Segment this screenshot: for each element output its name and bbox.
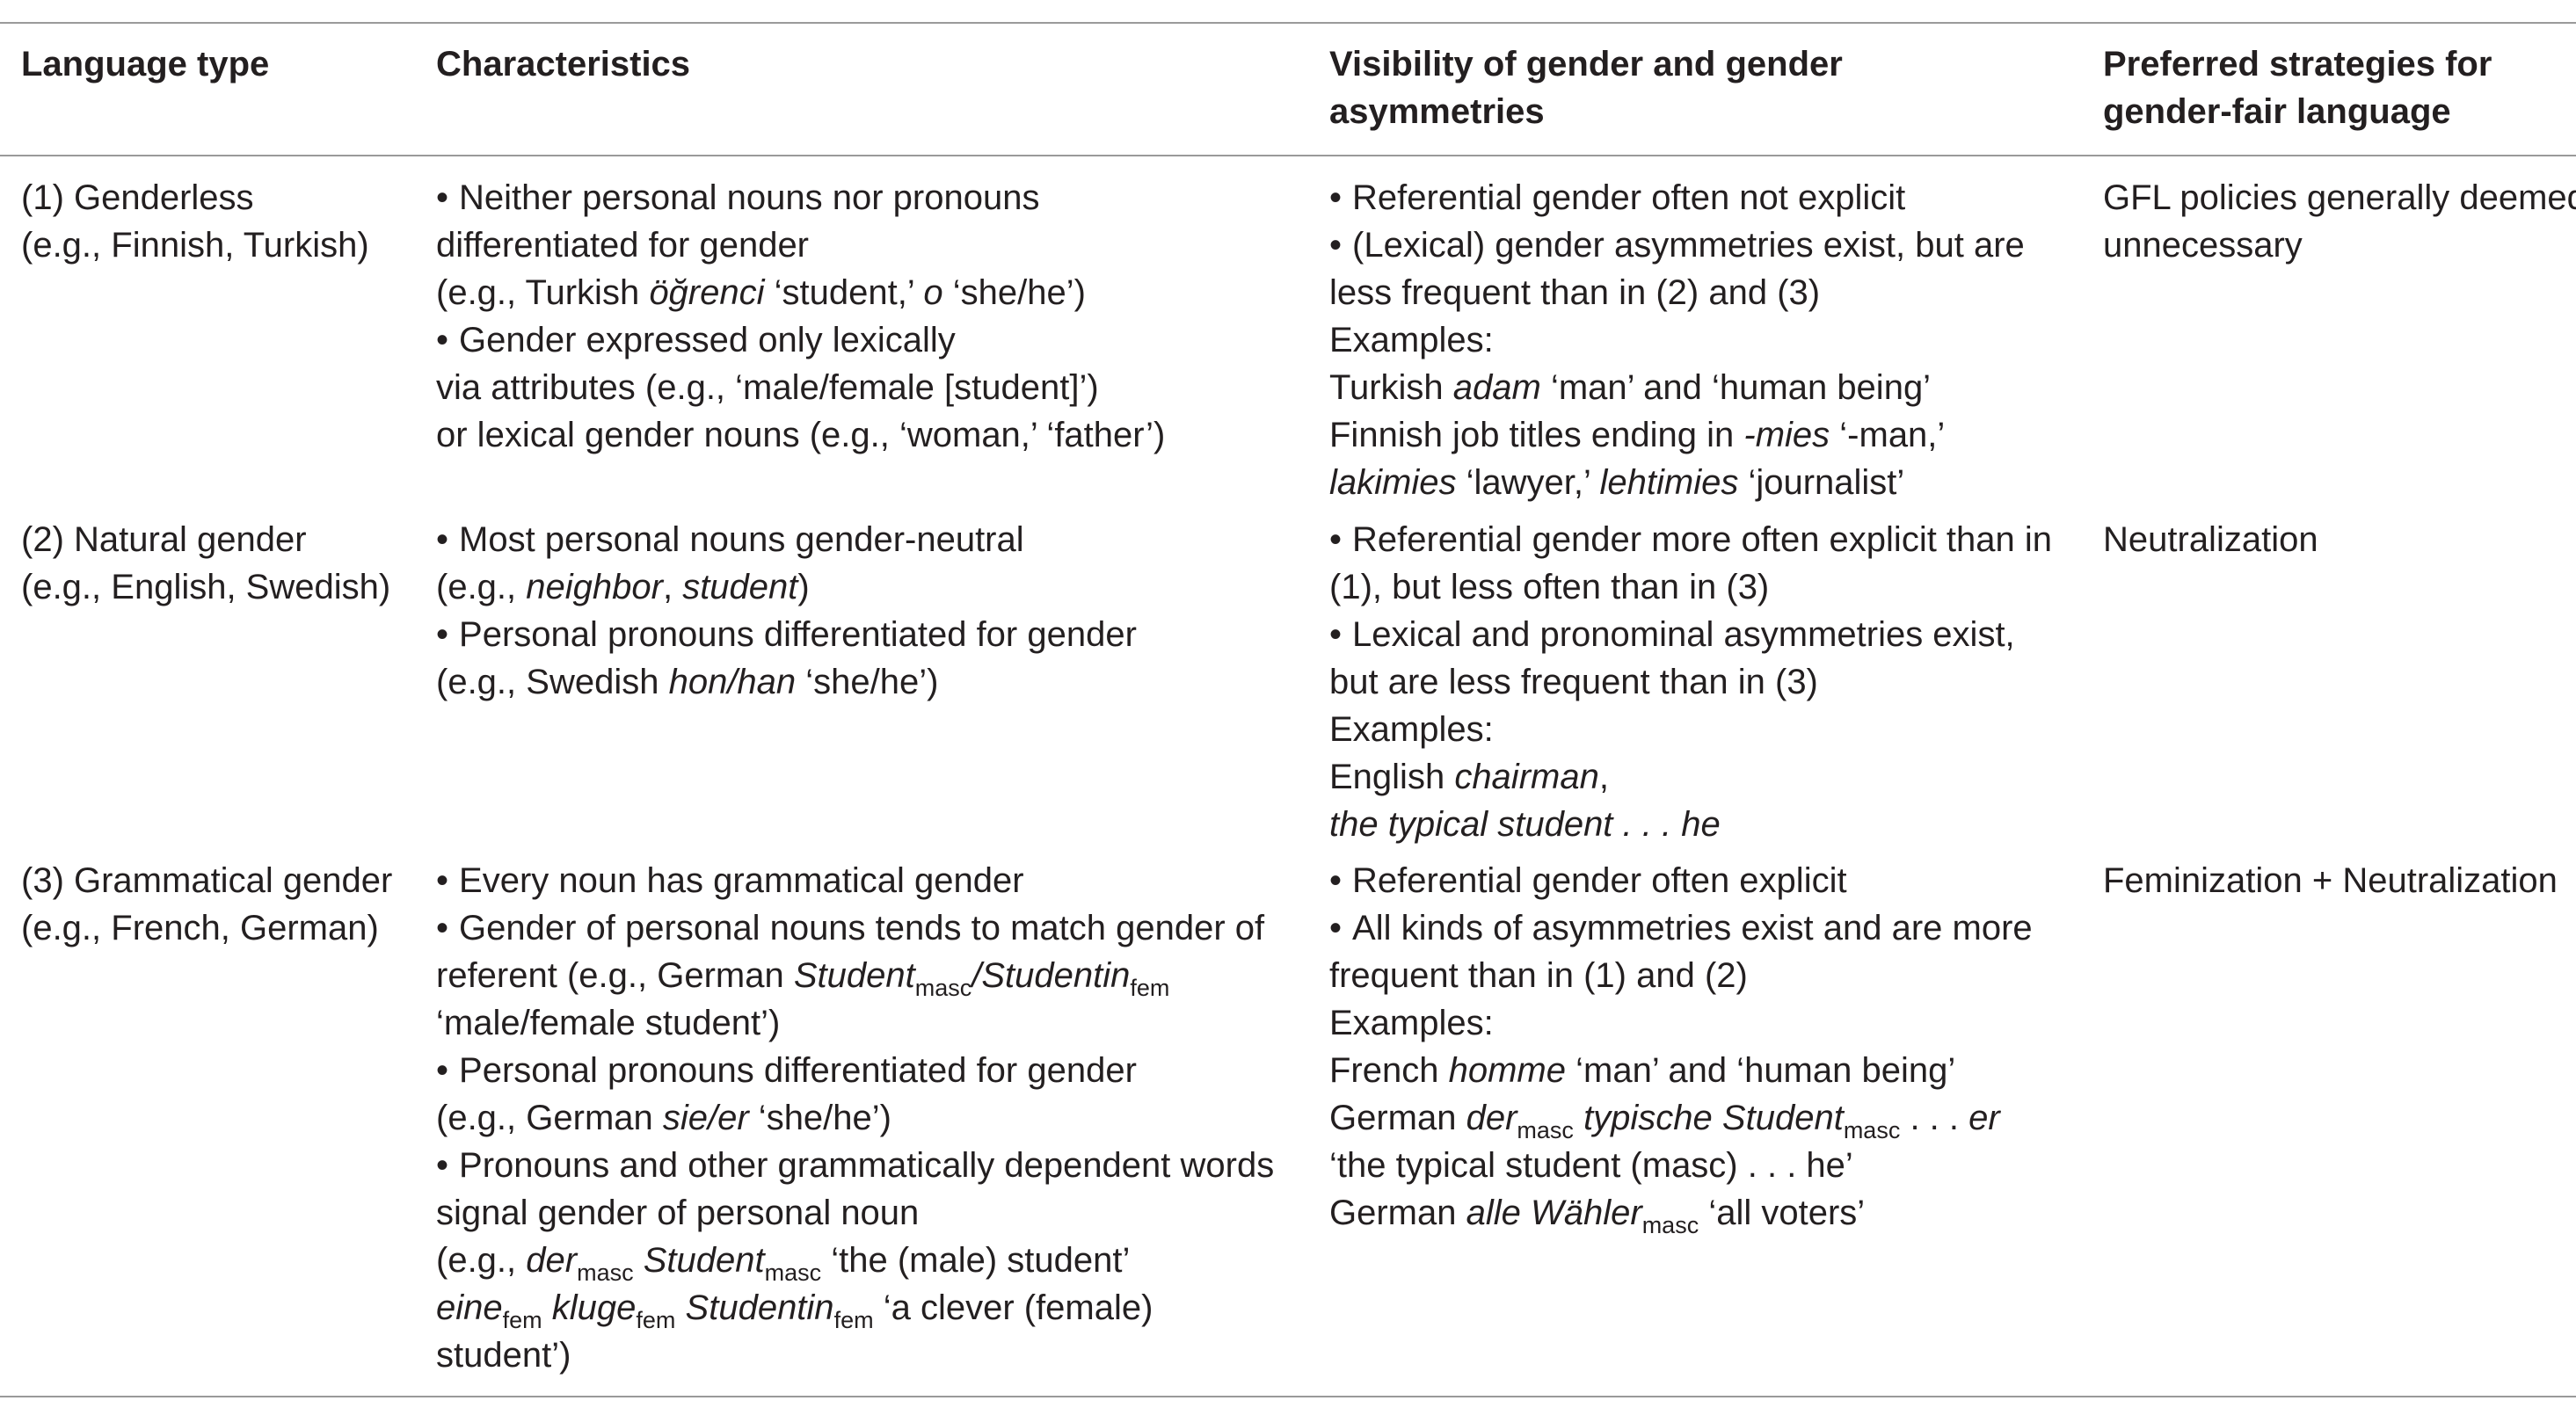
list-item: • Pronouns and other grammatically depend… [436, 1146, 1275, 1185]
list-item: • (Lexical) gender asymmetries exist, but… [1329, 226, 2025, 265]
list-item: • Referential gender more often explicit … [1329, 520, 2053, 559]
row3-strategy: Feminization + Neutralization [2103, 861, 2558, 900]
header-visibility: Visibility of gender and gender asymmetr… [1329, 45, 1843, 131]
list-item: • Referential gender often explicit [1329, 861, 1847, 900]
row1-strategy: GFL policies generally deemed unnecessar… [2103, 178, 2576, 265]
row2-language-type: (2) Natural gender (e.g., English, Swedi… [21, 520, 391, 606]
row3-visibility: • Referential gender often explicit • All … [1329, 857, 2033, 1238]
table-top-rule [0, 22, 2576, 24]
row2-strategy: Neutralization [2103, 520, 2318, 559]
table-bottom-rule [0, 1396, 2576, 1397]
list-item: • Gender of personal nouns tends to match… [436, 909, 1265, 947]
list-item: • Gender expressed only lexically [436, 321, 956, 359]
row3-language-type: (3) Grammatical gender (e.g., French, Ge… [21, 861, 393, 947]
list-item: • Most personal nouns gender-neutral [436, 520, 1024, 559]
header-strategies: Preferred strategies for gender-fair lan… [2103, 45, 2492, 131]
row1-characteristics: • Neither personal nouns nor pronouns dif… [436, 174, 1165, 459]
row2-visibility: • Referential gender more often explicit … [1329, 516, 2052, 848]
row3-characteristics: • Every noun has grammatical gender • Gend… [436, 857, 1274, 1379]
header-rule [0, 155, 2576, 156]
list-item: • Personal pronouns differentiated for ge… [436, 615, 1137, 654]
row1-visibility: • Referential gender often not explicit •… [1329, 174, 2025, 506]
row2-characteristics: • Most personal nouns gender-neutral (e.g… [436, 516, 1137, 706]
list-item: • Referential gender often not explicit [1329, 178, 1906, 217]
list-item: • Lexical and pronominal asymmetries exis… [1329, 615, 2015, 654]
header-characteristics: Characteristics [436, 45, 691, 83]
header-language-type: Language type [21, 45, 270, 83]
row1-language-type: (1) Genderless (e.g., Finnish, Turkish) [21, 178, 369, 265]
list-item: • Every noun has grammatical gender [436, 861, 1024, 900]
list-item: • Personal pronouns differentiated for ge… [436, 1051, 1137, 1090]
list-item: • All kinds of asymmetries exist and are … [1329, 909, 2033, 947]
list-item: • Neither personal nouns nor pronouns [436, 178, 1040, 217]
